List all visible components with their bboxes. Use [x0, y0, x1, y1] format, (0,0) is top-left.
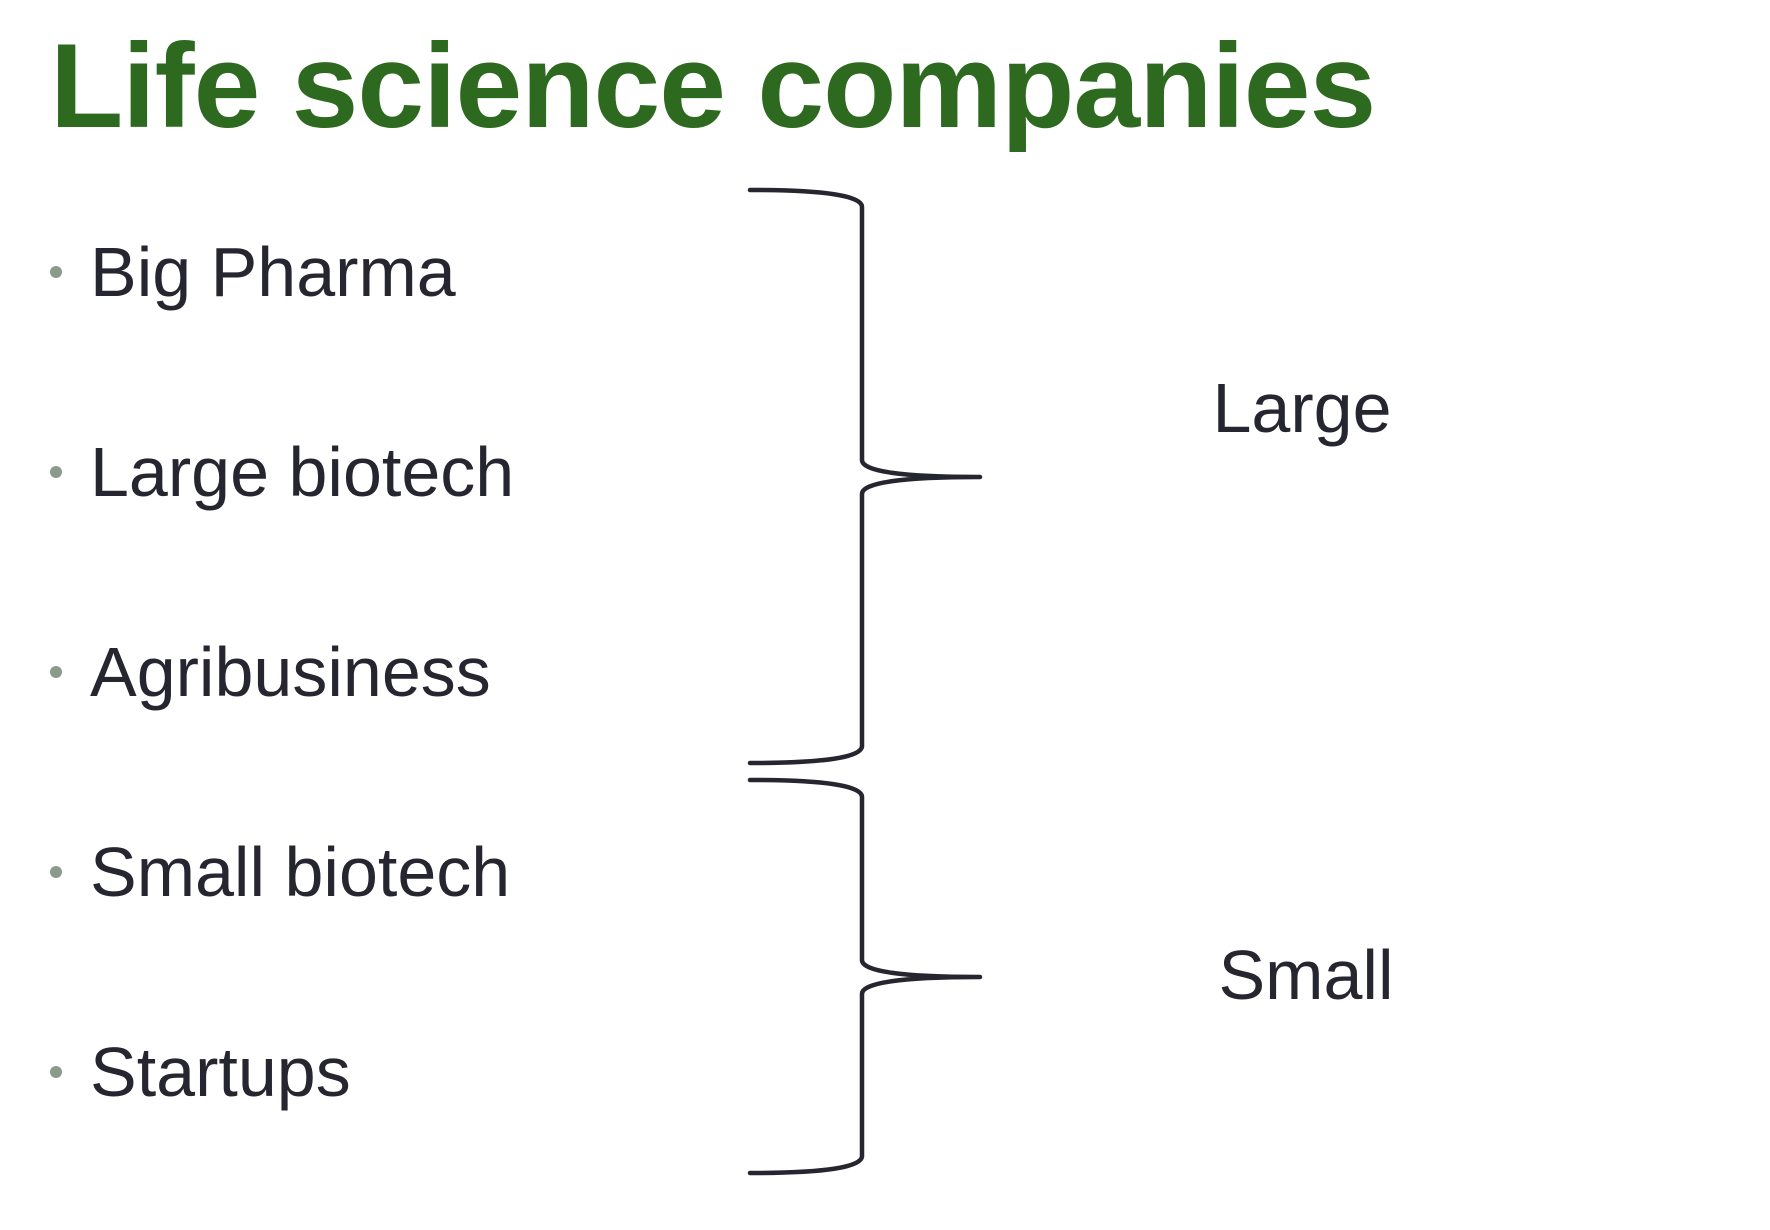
group-label-small: Small [1218, 936, 1394, 1014]
group-label-large: Large [1212, 369, 1392, 447]
small-group-brace [747, 777, 983, 1176]
large-group-brace [747, 187, 983, 766]
list-item-label: Agribusiness [90, 633, 491, 711]
list-item-label: Startups [90, 1033, 351, 1111]
slide-title: Life science companies [50, 19, 1376, 153]
bullet-icon [50, 1066, 62, 1078]
bullet-icon [50, 666, 62, 678]
list-item: Startups [50, 1032, 351, 1112]
list-item: Small biotech [50, 832, 510, 912]
list-item-label: Big Pharma [90, 233, 456, 311]
bullet-icon [50, 466, 62, 478]
list-item: Agribusiness [50, 632, 491, 712]
list-item: Large biotech [50, 432, 514, 512]
list-item: Big Pharma [50, 232, 456, 312]
list-item-label: Large biotech [90, 433, 515, 511]
list-item-label: Small biotech [90, 833, 511, 911]
bullet-icon [50, 266, 62, 278]
bullet-icon [50, 866, 62, 878]
